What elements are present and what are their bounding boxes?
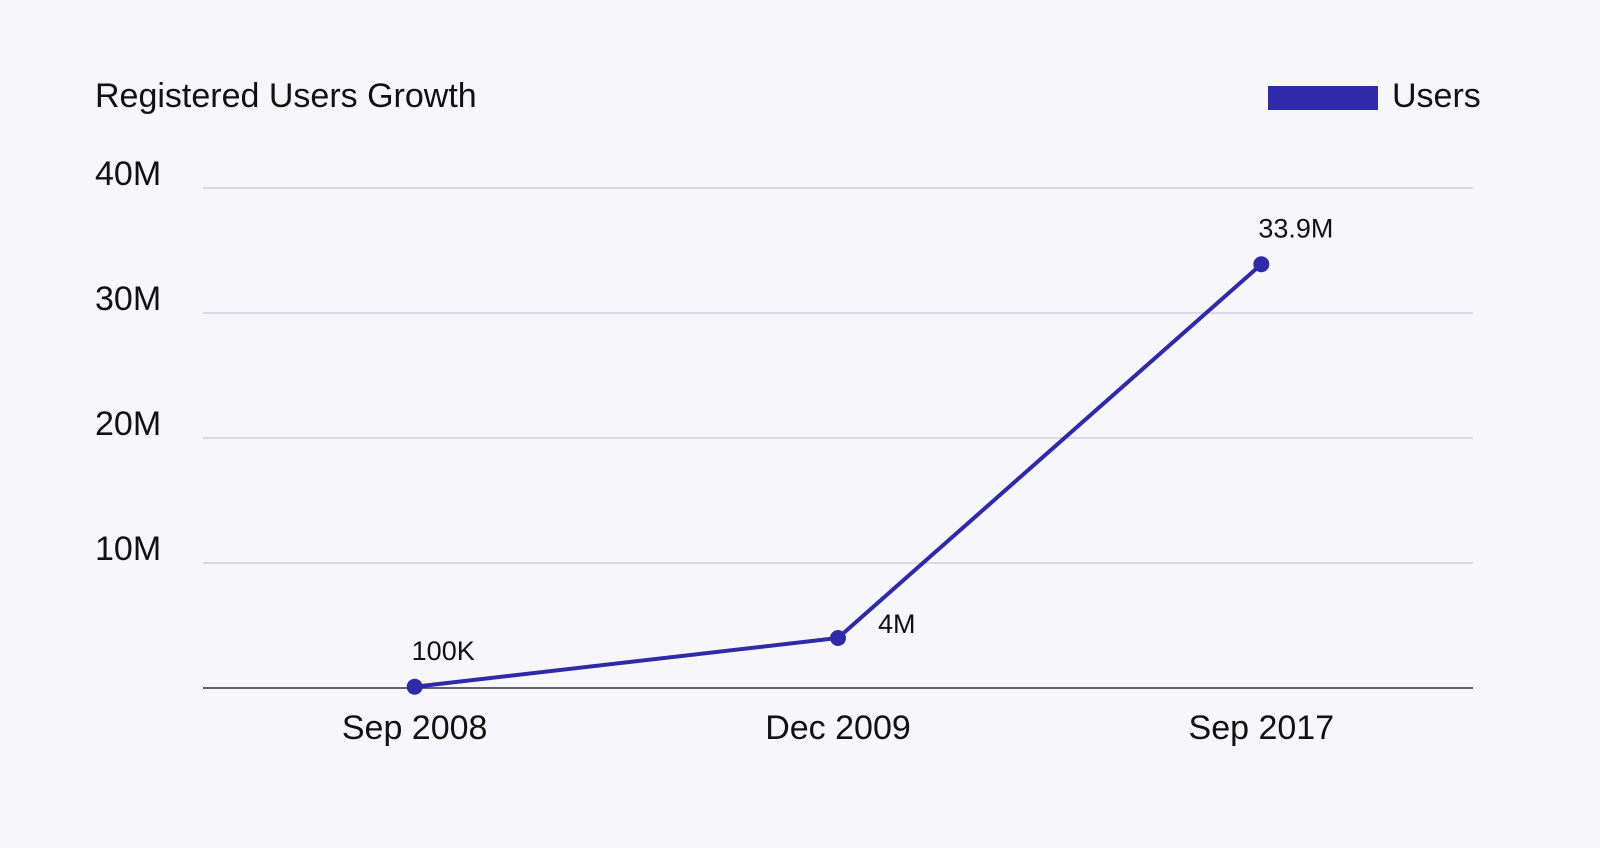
x-tick-label: Dec 2009 [765,709,911,747]
data-label: 33.9M [1258,213,1333,243]
y-tick-label: 10M [95,530,161,568]
point [1253,256,1270,273]
data-label: 4M [878,609,916,639]
y-tick-label: 40M [95,155,161,193]
x-tick-label: Sep 2008 [342,709,488,747]
chart-title: Registered Users Growth [95,77,477,115]
data-label: 100K [412,636,475,666]
x-tick-label: Sep 2017 [1189,709,1335,747]
point [830,630,846,646]
legend-swatch [1268,86,1378,110]
legend-label: Users [1392,77,1481,115]
y-tick-label: 20M [95,405,161,443]
y-tick-label: 30M [95,280,161,318]
point [406,678,423,695]
